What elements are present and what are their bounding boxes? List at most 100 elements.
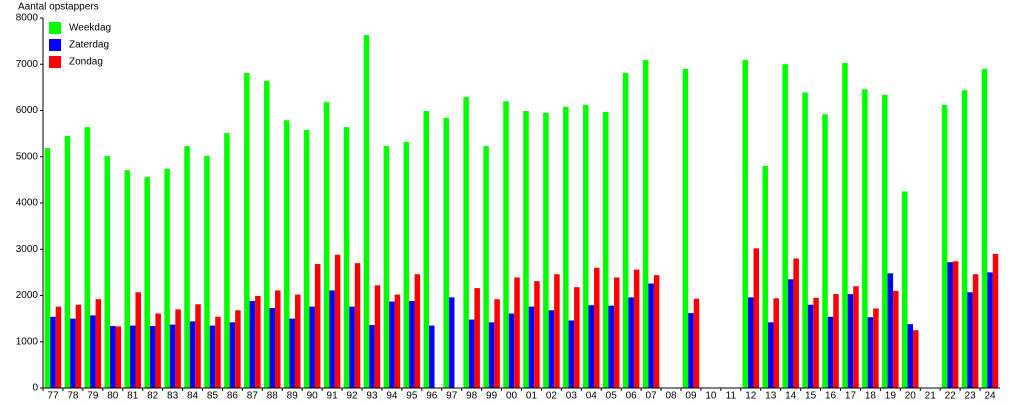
bar (528, 306, 535, 388)
x-tick-label: 88 (267, 391, 279, 400)
bar (104, 155, 111, 388)
bar (682, 68, 689, 388)
bar (55, 306, 62, 388)
bar (941, 104, 948, 388)
bar (693, 298, 700, 388)
x-tick-label: 79 (87, 391, 99, 400)
x-tick-label: 87 (247, 391, 259, 400)
bar (90, 315, 96, 388)
bar (873, 308, 879, 388)
bar (468, 319, 475, 388)
bar (314, 264, 321, 388)
x-tick-label: 80 (107, 391, 119, 400)
bar (867, 317, 874, 388)
bar (992, 253, 999, 388)
bar (224, 133, 230, 388)
bar (329, 290, 335, 388)
bar (363, 35, 370, 389)
bar (563, 106, 569, 389)
bar (483, 146, 489, 388)
bar (394, 294, 401, 388)
bar (628, 297, 634, 388)
x-tick-label: 20 (905, 391, 917, 400)
bar (235, 310, 241, 388)
bar (653, 275, 660, 388)
bar (494, 299, 500, 388)
bar (753, 248, 760, 388)
x-tick-label: 00 (506, 391, 518, 400)
bar (129, 325, 136, 388)
bar (907, 324, 914, 388)
bar (807, 304, 814, 388)
bar (75, 304, 82, 388)
bar (847, 294, 854, 388)
bar (275, 290, 281, 388)
legend-swatch (49, 39, 61, 51)
legend-swatch (49, 22, 61, 34)
bar (244, 73, 250, 388)
bar (44, 147, 51, 388)
bar (95, 299, 102, 388)
bar (429, 325, 435, 388)
x-tick-label: 10 (705, 391, 717, 400)
bar (594, 267, 600, 388)
bar (767, 322, 774, 388)
bar (423, 110, 430, 389)
x-tick-label: 91 (327, 391, 339, 400)
bar (583, 104, 589, 388)
x-tick-label: 96 (426, 391, 438, 400)
x-tick-label: 01 (526, 391, 538, 400)
bar (773, 298, 779, 388)
x-tick-label: 09 (685, 391, 697, 400)
y-tick-label: 4000 (16, 198, 39, 209)
x-tick-label: 94 (386, 391, 398, 400)
bar (972, 274, 979, 388)
x-tick-label: 81 (127, 391, 139, 400)
x-tick-label: 86 (227, 391, 239, 400)
x-tick-label: 21 (925, 391, 937, 400)
y-tick-label: 0 (32, 383, 38, 394)
x-tick-label: 77 (47, 391, 59, 400)
bar (987, 272, 993, 388)
bar (215, 316, 221, 388)
bar (294, 294, 301, 388)
bar (409, 301, 415, 388)
bar (862, 89, 868, 388)
bar (189, 321, 196, 388)
x-tick-label: 15 (805, 391, 817, 400)
bar (155, 313, 161, 388)
bar (622, 73, 629, 388)
bar (448, 297, 455, 388)
bar (474, 288, 480, 388)
y-tick-label: 6000 (16, 105, 39, 116)
bar (813, 297, 819, 388)
bar (70, 318, 76, 388)
bar (135, 292, 141, 388)
bar (648, 283, 654, 388)
legend-label: Zondag (69, 57, 103, 68)
bar (175, 309, 181, 388)
bar (782, 64, 788, 388)
x-tick-label: 83 (167, 391, 179, 400)
bar (64, 135, 71, 388)
x-tick-label: 08 (665, 391, 677, 400)
x-tick-label: 13 (765, 391, 777, 400)
bar (893, 290, 899, 388)
x-tick-label: 84 (187, 391, 199, 400)
bar (748, 297, 754, 388)
x-tick-label: 16 (825, 391, 837, 400)
bar (115, 326, 122, 388)
x-tick-label: 92 (346, 391, 358, 400)
bar (793, 258, 799, 388)
y-tick-label: 5000 (16, 151, 39, 162)
bar (827, 316, 834, 388)
bar (543, 112, 549, 388)
bar (255, 295, 261, 388)
x-tick-label: 24 (984, 391, 996, 400)
bar (403, 141, 410, 388)
bar (195, 304, 201, 388)
y-tick-label: 3000 (16, 244, 39, 255)
bar (269, 307, 276, 388)
bar (981, 68, 988, 388)
